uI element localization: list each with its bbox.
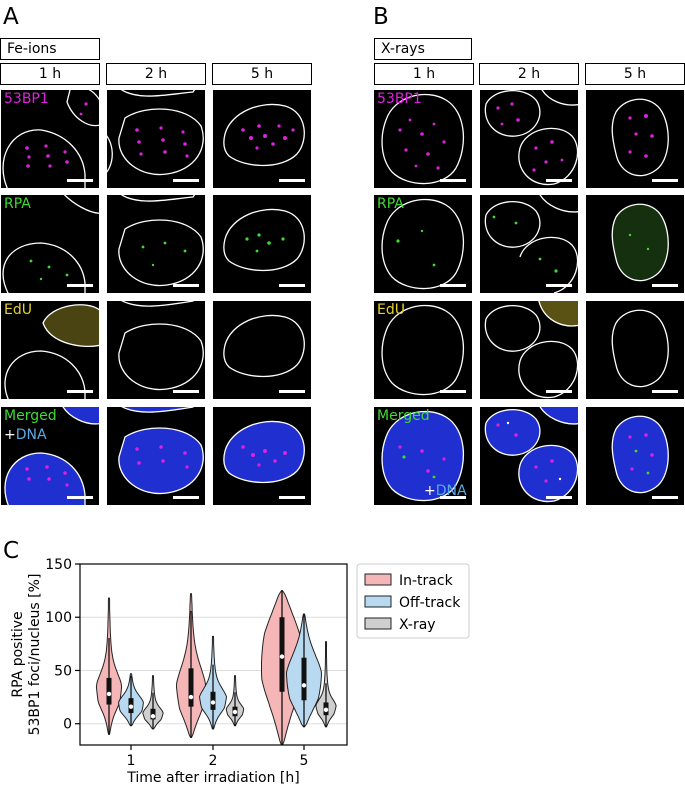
image-xray-rpa-5h: [586, 195, 684, 293]
median-point: [279, 654, 285, 659]
channel-label-merged: Merged: [4, 408, 57, 424]
scale-bar: [279, 496, 305, 499]
image-fe-edu-1h: EdU: [1, 301, 99, 399]
y-tick-label: 0: [63, 717, 72, 733]
scale-bar: [173, 179, 199, 182]
median-point: [150, 714, 156, 719]
legend-label: X-ray: [399, 617, 436, 633]
fe-5h-header: 5 h: [212, 63, 312, 85]
iqr-box: [301, 657, 307, 701]
median-point: [323, 707, 329, 713]
scale-bar: [67, 390, 93, 393]
scale-bar: [652, 496, 678, 499]
scale-bar: [279, 179, 305, 182]
y-axis-label-line1: RPA positive: [10, 611, 26, 697]
legend-swatch: [364, 617, 392, 630]
y-tick-label: 50: [54, 663, 72, 679]
panel-a-letter: A: [3, 4, 19, 30]
fe-1h-header: 1 h: [0, 63, 100, 85]
image-xray-merged-5h: [586, 407, 684, 505]
median-point: [188, 694, 194, 700]
channel-label-rpa: RPA: [377, 196, 404, 212]
channel-label-edu: EdU: [4, 302, 32, 318]
x-tick-label: 2: [209, 753, 218, 769]
image-xray-merged-1h: Merged +DNA: [374, 407, 472, 505]
image-fe-rpa-5h: [213, 195, 311, 293]
scale-bar: [67, 179, 93, 182]
xrays-header: X-rays: [374, 38, 472, 60]
xray-1h-header: 1 h: [374, 63, 474, 85]
image-xray-merged-2h: [480, 407, 578, 505]
scale-bar: [546, 390, 572, 393]
scale-bar: [173, 496, 199, 499]
scale-bar: [546, 496, 572, 499]
scale-bar: [279, 284, 305, 287]
image-xray-edu-2h: [480, 301, 578, 399]
legend-label: Off-track: [399, 595, 461, 611]
xray-5h-header: 5 h: [585, 63, 685, 85]
image-fe-merged-5h: [213, 407, 311, 505]
fe-2h-header: 2 h: [106, 63, 206, 85]
image-xray-rpa-1h: RPA: [374, 195, 472, 293]
x-tick-label: 1: [127, 753, 136, 769]
scale-bar: [440, 390, 466, 393]
channel-label-rpa: RPA: [4, 196, 31, 212]
scale-bar: [652, 390, 678, 393]
scale-bar: [67, 496, 93, 499]
channel-label-53bp1: 53BP1: [377, 91, 422, 107]
xray-2h-header: 2 h: [479, 63, 579, 85]
image-xray-edu-5h: [586, 301, 684, 399]
channel-label-merged: Merged: [377, 408, 430, 424]
scale-bar: [173, 284, 199, 287]
channel-label-53bp1: 53BP1: [4, 91, 49, 107]
image-fe-53bp1-5h: [213, 90, 311, 188]
image-fe-53bp1-1h: 53BP1: [1, 90, 99, 188]
legend-label: In-track: [399, 573, 454, 589]
image-fe-53bp1-2h: [107, 90, 205, 188]
scale-bar: [546, 284, 572, 287]
legend-swatch: [364, 595, 392, 608]
median-point: [232, 709, 238, 715]
channel-label-dna: +DNA: [4, 427, 47, 443]
scale-bar: [173, 390, 199, 393]
image-fe-merged-2h: [107, 407, 205, 505]
scale-bar: [279, 390, 305, 393]
scale-bar: [440, 284, 466, 287]
median-point: [301, 683, 307, 688]
image-fe-rpa-2h: [107, 195, 205, 293]
scale-bar: [67, 284, 93, 287]
iqr-box: [106, 677, 112, 705]
scale-bar: [440, 496, 466, 499]
image-xray-53bp1-5h: [586, 90, 684, 188]
legend-swatch: [364, 573, 392, 586]
x-tick-label: 5: [300, 753, 309, 769]
iqr-box: [188, 668, 194, 707]
y-tick-label: 100: [45, 610, 72, 626]
scale-bar: [440, 179, 466, 182]
image-fe-merged-1h: Merged +DNA: [1, 407, 99, 505]
channel-label-dna: +DNA: [424, 483, 467, 499]
panel-b-letter: B: [373, 4, 389, 30]
channel-label-edu: EdU: [377, 302, 405, 318]
image-xray-53bp1-2h: [480, 90, 578, 188]
scale-bar: [652, 284, 678, 287]
scale-bar: [546, 179, 572, 182]
image-fe-edu-2h: [107, 301, 205, 399]
image-fe-edu-5h: [213, 301, 311, 399]
median-point: [128, 704, 134, 709]
median-point: [106, 691, 112, 697]
image-xray-rpa-2h: [480, 195, 578, 293]
x-axis-label: Time after irradiation [h]: [126, 770, 299, 786]
image-xray-53bp1-1h: 53BP1: [374, 90, 472, 188]
median-point: [210, 700, 216, 705]
y-axis-label-line2: 53BP1 foci/nucleus [%]: [27, 574, 43, 736]
scale-bar: [652, 179, 678, 182]
fe-ions-header: Fe-ions: [0, 38, 100, 60]
image-xray-edu-1h: EdU: [374, 301, 472, 399]
y-tick-label: 150: [45, 557, 72, 573]
image-fe-rpa-1h: RPA: [1, 195, 99, 293]
panel-c-letter: C: [3, 538, 20, 564]
